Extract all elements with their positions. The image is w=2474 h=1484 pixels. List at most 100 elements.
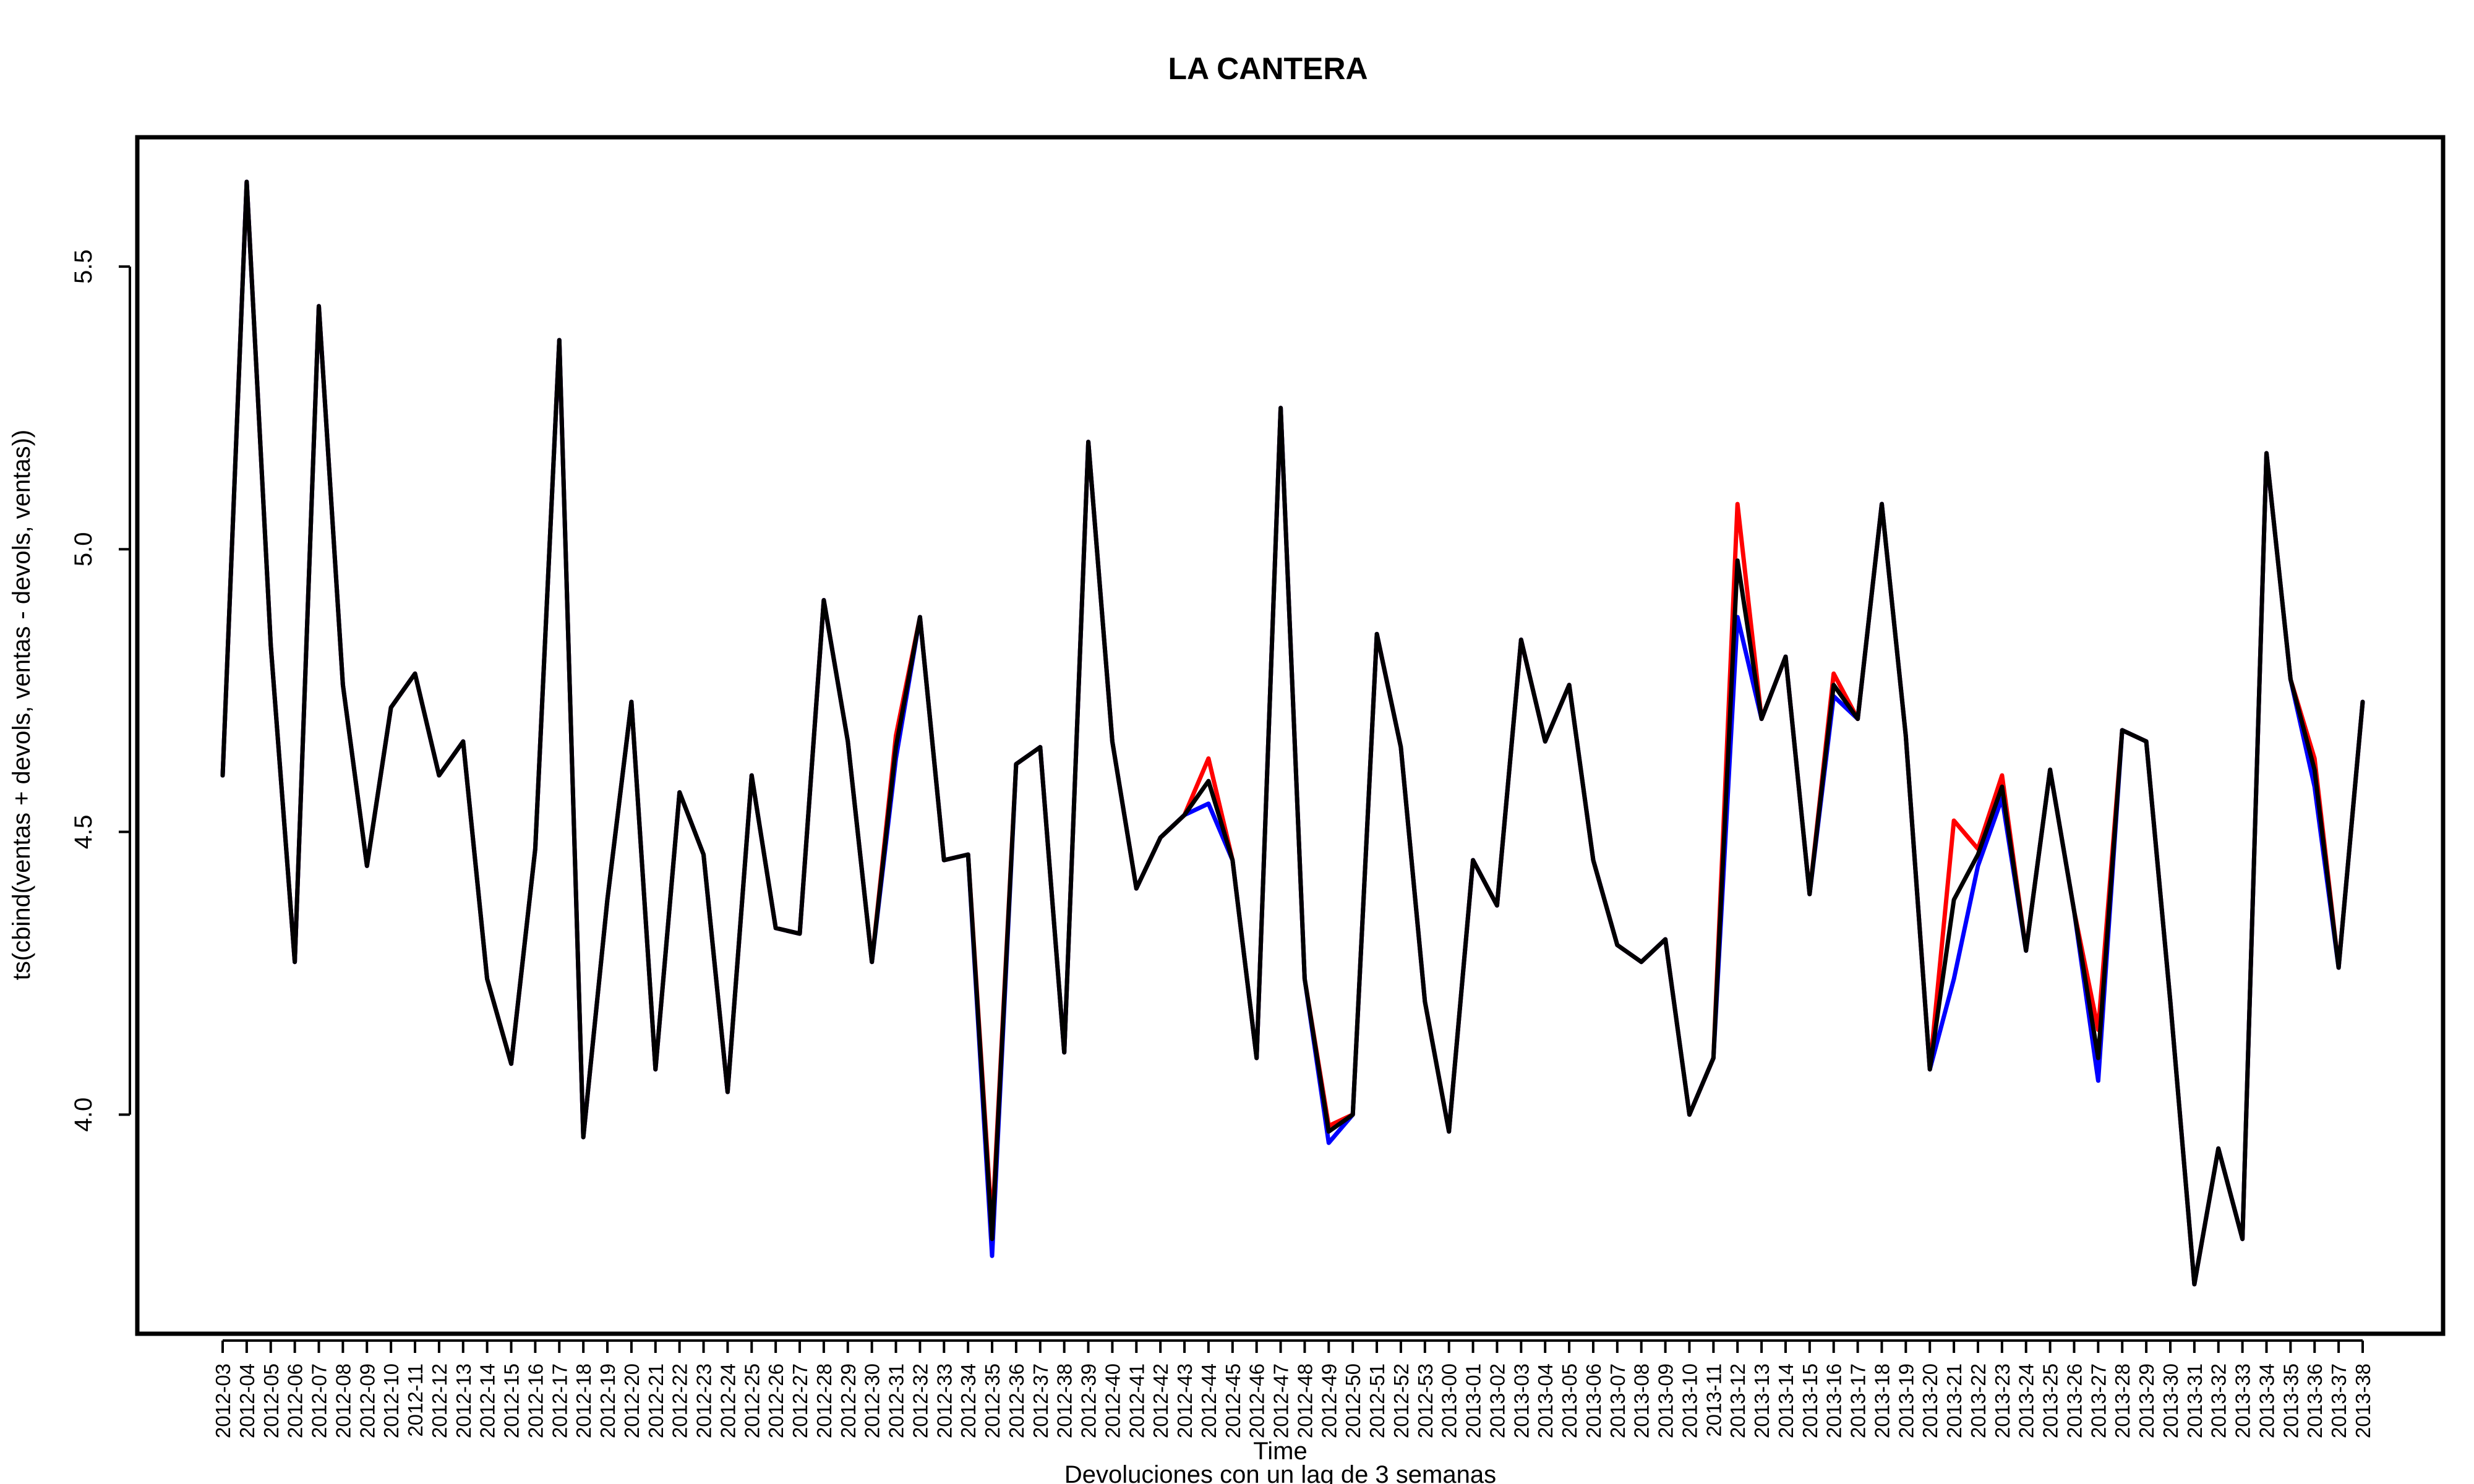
- x-tick-label: 2012-37: [1029, 1363, 1052, 1438]
- x-tick-label: 2012-20: [620, 1363, 643, 1438]
- x-tick-label: 2013-30: [2159, 1363, 2182, 1438]
- x-tick-label: 2013-15: [1799, 1363, 1821, 1438]
- y-axis: 4.0 4.5 5.0 5.5: [70, 249, 131, 1132]
- x-tick-label: 2012-49: [1317, 1363, 1340, 1438]
- x-tick-label: 2013-01: [1462, 1363, 1485, 1438]
- x-tick-label: 2013-12: [1726, 1363, 1749, 1438]
- x-tick-label: 2012-14: [476, 1363, 499, 1438]
- x-tick-label: 2012-25: [740, 1363, 763, 1438]
- x-tick-label: 2013-00: [1438, 1363, 1461, 1438]
- x-tick-label: 2013-13: [1750, 1363, 1773, 1438]
- x-tick-label: 2013-20: [1919, 1363, 1941, 1438]
- x-tick-label: 2012-27: [789, 1363, 811, 1438]
- x-tick-label: 2012-45: [1222, 1363, 1244, 1438]
- x-tick-label: 2012-42: [1149, 1363, 1172, 1438]
- x-tick-label: 2012-21: [644, 1363, 667, 1438]
- x-tick-label: 2012-31: [885, 1363, 908, 1438]
- x-tick-label: 2013-35: [2279, 1363, 2302, 1438]
- x-tick-label: 2012-32: [909, 1363, 931, 1438]
- x-tick-label: 2012-39: [1077, 1363, 1100, 1438]
- x-tick-label: 2013-32: [2207, 1363, 2230, 1438]
- chart-title: LA CANTERA: [1168, 51, 1368, 86]
- x-tick-label: 2012-30: [861, 1363, 884, 1438]
- x-tick-label: 2012-40: [1101, 1363, 1124, 1438]
- x-tick-label: 2012-17: [548, 1363, 571, 1438]
- x-tick-label: 2012-09: [356, 1363, 379, 1438]
- x-tick-label: 2013-21: [1943, 1363, 1966, 1438]
- x-tick-label: 2012-13: [452, 1363, 475, 1438]
- x-tick-label: 2013-04: [1534, 1363, 1557, 1438]
- x-tick-label: 2012-16: [524, 1363, 547, 1438]
- x-tick-label: 2012-18: [572, 1363, 595, 1438]
- x-tick-label: 2013-27: [2087, 1363, 2110, 1438]
- x-tick-label: 2013-28: [2111, 1363, 2134, 1438]
- x-tick-label: 2013-16: [1823, 1363, 1846, 1438]
- y-tick-label: 4.0: [70, 1098, 97, 1132]
- x-axis-label: Time: [1253, 1438, 1307, 1465]
- x-tick-label: 2013-24: [2015, 1363, 2038, 1438]
- x-tick-label: 2013-25: [2039, 1363, 2062, 1438]
- x-tick-label: 2012-44: [1197, 1363, 1220, 1438]
- x-tick-label: 2012-35: [981, 1363, 1004, 1438]
- x-tick-label: 2013-08: [1630, 1363, 1653, 1438]
- x-tick-label: 2012-11: [404, 1363, 427, 1437]
- x-tick-label: 2013-31: [2183, 1363, 2206, 1438]
- x-tick-label: 2012-48: [1293, 1363, 1316, 1438]
- x-tick-label: 2013-10: [1678, 1363, 1701, 1438]
- x-tick-label: 2012-46: [1246, 1363, 1269, 1438]
- x-tick-label: 2013-34: [2255, 1363, 2278, 1438]
- x-tick-label: 2012-51: [1366, 1363, 1389, 1438]
- plot-frame: [135, 135, 2446, 1336]
- x-tick-label: 2013-07: [1606, 1363, 1629, 1438]
- x-tick-label: 2012-04: [236, 1363, 259, 1438]
- x-tick-label: 2013-33: [2232, 1363, 2254, 1438]
- y-tick-label: 4.5: [70, 815, 97, 850]
- x-tick-label: 2013-19: [1894, 1363, 1917, 1438]
- x-tick-label: 2012-33: [933, 1363, 956, 1438]
- x-tick-label: 2012-52: [1390, 1363, 1413, 1438]
- x-tick-label: 2013-06: [1582, 1363, 1605, 1438]
- x-tick-label: 2012-53: [1414, 1363, 1437, 1438]
- chart-subtitle: Devoluciones con un lag de 3 semanas: [1064, 1461, 1496, 1484]
- x-tick-label: 2012-34: [957, 1363, 980, 1438]
- x-axis: 2012-03 2012-04 2012-05 2012-06 2012-07 2012-…: [212, 1339, 2374, 1438]
- x-tick-label: 2012-10: [380, 1363, 403, 1438]
- x-tick-label: 2012-36: [1005, 1363, 1028, 1438]
- x-tick-label: 2013-22: [1967, 1363, 1990, 1438]
- x-tick-label: 2013-18: [1870, 1363, 1893, 1438]
- x-tick-label: 2012-19: [596, 1363, 619, 1438]
- x-tick-label: 2012-38: [1053, 1363, 1076, 1438]
- x-tick-label: 2013-05: [1558, 1363, 1581, 1438]
- x-tick-label: 2013-17: [1847, 1363, 1870, 1438]
- x-tick-label: 2012-22: [669, 1363, 691, 1438]
- y-tick-label: 5.0: [70, 532, 97, 566]
- x-tick-label: 2013-02: [1486, 1363, 1509, 1438]
- x-tick-label: 2012-29: [837, 1363, 860, 1438]
- y-tick-label: 5.5: [70, 249, 97, 284]
- y-axis-label: ts(cbind(ventas + devols, ventas - devol…: [8, 430, 35, 980]
- x-tick-label: 2013-29: [2135, 1363, 2158, 1438]
- x-tick-label: 2012-28: [813, 1363, 836, 1438]
- x-tick-label: 2012-05: [260, 1363, 283, 1438]
- x-tick-label: 2012-26: [764, 1363, 787, 1438]
- x-tick-label: 2012-07: [308, 1363, 331, 1438]
- x-tick-label: 2012-06: [284, 1363, 307, 1438]
- x-tick-label: 2012-24: [716, 1363, 739, 1438]
- x-tick-label: 2013-11: [1702, 1363, 1725, 1437]
- x-tick-label: 2013-37: [2327, 1363, 2350, 1438]
- x-tick-label: 2012-47: [1270, 1363, 1293, 1438]
- x-tick-label: 2012-15: [500, 1363, 523, 1438]
- x-tick-label: 2012-03: [212, 1363, 234, 1438]
- x-tick-label: 2013-26: [2063, 1363, 2086, 1438]
- x-tick-label: 2013-14: [1774, 1363, 1797, 1438]
- x-tick-label: 2012-08: [332, 1363, 354, 1438]
- x-tick-label: 2012-43: [1173, 1363, 1196, 1438]
- x-tick-label: 2013-09: [1654, 1363, 1677, 1438]
- x-tick-label: 2013-03: [1510, 1363, 1533, 1438]
- x-tick-label: 2013-36: [2303, 1363, 2326, 1438]
- x-tick-label: 2012-23: [693, 1363, 716, 1438]
- x-tick-label: 2013-23: [1991, 1363, 2014, 1438]
- series-layer: [220, 179, 2365, 1287]
